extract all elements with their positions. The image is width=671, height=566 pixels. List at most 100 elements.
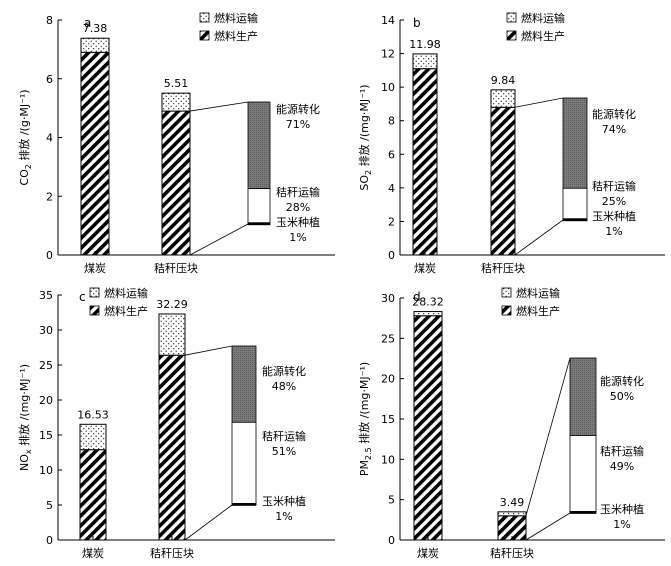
breakdown-label-pct: 1% <box>613 518 630 531</box>
legend-label-transport: 燃料运输 <box>214 11 258 25</box>
breakdown-label-name: 能源转化 <box>262 364 306 378</box>
breakdown-corn-planting <box>569 511 597 514</box>
connector-top <box>184 345 233 356</box>
legend-swatch-transport <box>506 12 517 23</box>
y-axis-title-unit: 排放 /(mg·MJ⁻¹) <box>357 362 371 447</box>
y-axis-title-subscript: 2 <box>24 164 33 169</box>
x-category-label: 煤炭 <box>84 262 106 275</box>
breakdown-energy-conversion <box>569 357 597 436</box>
y-tick-label: 0 <box>46 249 53 262</box>
bar-fuel-production-2 <box>497 515 527 541</box>
x-category-label: 煤炭 <box>417 547 439 560</box>
breakdown-label-name: 玉米种植 <box>276 215 320 229</box>
legend-swatch-transport <box>199 12 210 23</box>
legend-label-transport: 燃料运输 <box>516 286 560 300</box>
y-tick-label: 35 <box>39 289 53 302</box>
bar-total-label: 11.98 <box>409 38 441 51</box>
bar-fuel-transport-1 <box>413 311 443 317</box>
y-axis-title-main: PM <box>358 460 371 476</box>
breakdown-label-name: 玉米种植 <box>592 209 636 223</box>
y-tick-label: 0 <box>46 534 53 547</box>
breakdown-label-pct: 1% <box>289 231 306 244</box>
bar-fuel-transport-1 <box>79 423 107 451</box>
breakdown-label-pct: 48% <box>272 380 296 393</box>
breakdown-label-pct: 51% <box>272 445 296 458</box>
y-tick-label: 6 <box>388 148 395 161</box>
y-axis-title-subscript: x <box>24 449 33 454</box>
y-tick-label: 12 <box>381 48 395 61</box>
bar-total-label: 3.49 <box>500 496 525 509</box>
breakdown-label-name: 秸秆运输 <box>276 185 320 199</box>
legend-label-production: 燃料生产 <box>104 304 148 318</box>
y-tick-label: 25 <box>381 332 395 345</box>
y-tick-label: 30 <box>39 324 53 337</box>
breakdown-energy-conversion <box>562 97 588 189</box>
y-tick-label: 25 <box>39 359 53 372</box>
breakdown-energy-conversion <box>231 345 257 423</box>
y-tick-label: 5 <box>46 499 53 512</box>
connector-bottom <box>525 512 571 541</box>
breakdown-label-pct: 74% <box>602 123 626 136</box>
breakdown-straw-transport <box>562 187 588 220</box>
bar-fuel-transport-1 <box>80 37 110 53</box>
breakdown-corn-planting <box>231 503 257 506</box>
y-tick-label: 30 <box>381 292 395 305</box>
breakdown-label-name: 玉米种植 <box>600 502 644 516</box>
y-axis-title-main: SO <box>358 175 371 191</box>
y-axis-title-subscript: 2 <box>364 170 373 175</box>
y-tick-label: 20 <box>39 394 53 407</box>
y-tick-label: 8 <box>46 14 53 27</box>
y-axis-title-main: NO <box>18 454 31 471</box>
connector-top <box>514 97 564 108</box>
x-category-label: 秸秆压块 <box>154 262 198 275</box>
bar-total-label: 9.84 <box>491 74 516 87</box>
legend-swatch-transport <box>89 287 100 298</box>
breakdown-label-pct: 50% <box>610 390 634 403</box>
bar-fuel-production-1 <box>413 315 443 541</box>
y-tick-label: 15 <box>39 429 53 442</box>
bar-fuel-production-2 <box>490 106 516 256</box>
x-category-label: 秸秆压块 <box>490 547 534 560</box>
legend-swatch-production <box>199 30 210 41</box>
y-tick-label: 10 <box>381 453 395 466</box>
chart-panel-c: 0 5 10 15 20 25 30 35 NOx 排放 /(mg·MJ⁻¹) c 煤炭 16.53 秸… <box>17 286 335 560</box>
legend-label-transport: 燃料运输 <box>104 286 148 300</box>
legend-swatch-transport <box>501 287 512 298</box>
bar-fuel-transport-1 <box>412 53 438 70</box>
legend-swatch-production <box>506 30 517 41</box>
legend-label-production: 燃料生产 <box>214 29 258 43</box>
breakdown-label-name: 玉米种植 <box>262 494 306 508</box>
y-axis-title: SO2 排放 /(mg·MJ⁻¹) <box>357 84 373 190</box>
breakdown-label-pct: 25% <box>602 195 626 208</box>
y-tick-label: 6 <box>46 73 53 86</box>
connector-top <box>525 357 571 516</box>
breakdown-label-pct: 28% <box>286 201 310 214</box>
breakdown-label-name: 秸秆运输 <box>600 444 644 458</box>
y-tick-label: 15 <box>381 413 395 426</box>
legend-label-production: 燃料生产 <box>516 304 560 318</box>
breakdown-energy-conversion <box>247 101 271 190</box>
y-tick-label: 14 <box>381 14 395 27</box>
y-tick-label: 4 <box>388 182 395 195</box>
breakdown-label-name: 秸秆运输 <box>592 179 636 193</box>
x-category-label: 秸秆压块 <box>481 262 525 275</box>
breakdown-straw-transport <box>569 435 597 512</box>
panel-letter: b <box>413 16 421 30</box>
breakdown-corn-planting <box>562 218 588 222</box>
bar-fuel-transport-2 <box>158 313 186 356</box>
y-axis-title-unit: 排放 /(mg·MJ⁻¹) <box>17 364 31 449</box>
y-axis-title-subscript: 2.5 <box>364 447 373 460</box>
y-axis-title: CO2 排放 /(g·MJ⁻¹) <box>17 89 33 185</box>
connector-bottom <box>189 223 249 256</box>
breakdown-label-name: 能源转化 <box>592 107 636 121</box>
y-tick-label: 10 <box>381 81 395 94</box>
y-axis-title-unit: 排放 /(g·MJ⁻¹) <box>17 89 31 164</box>
legend-swatch-production <box>89 305 100 316</box>
bar-total-label: 5.51 <box>164 77 189 90</box>
breakdown-label-pct: 1% <box>275 510 292 523</box>
breakdown-label-name: 能源转化 <box>276 102 320 116</box>
bar-fuel-production-1 <box>79 449 107 541</box>
bar-total-label: 16.53 <box>77 408 109 421</box>
breakdown-straw-transport <box>247 188 271 224</box>
